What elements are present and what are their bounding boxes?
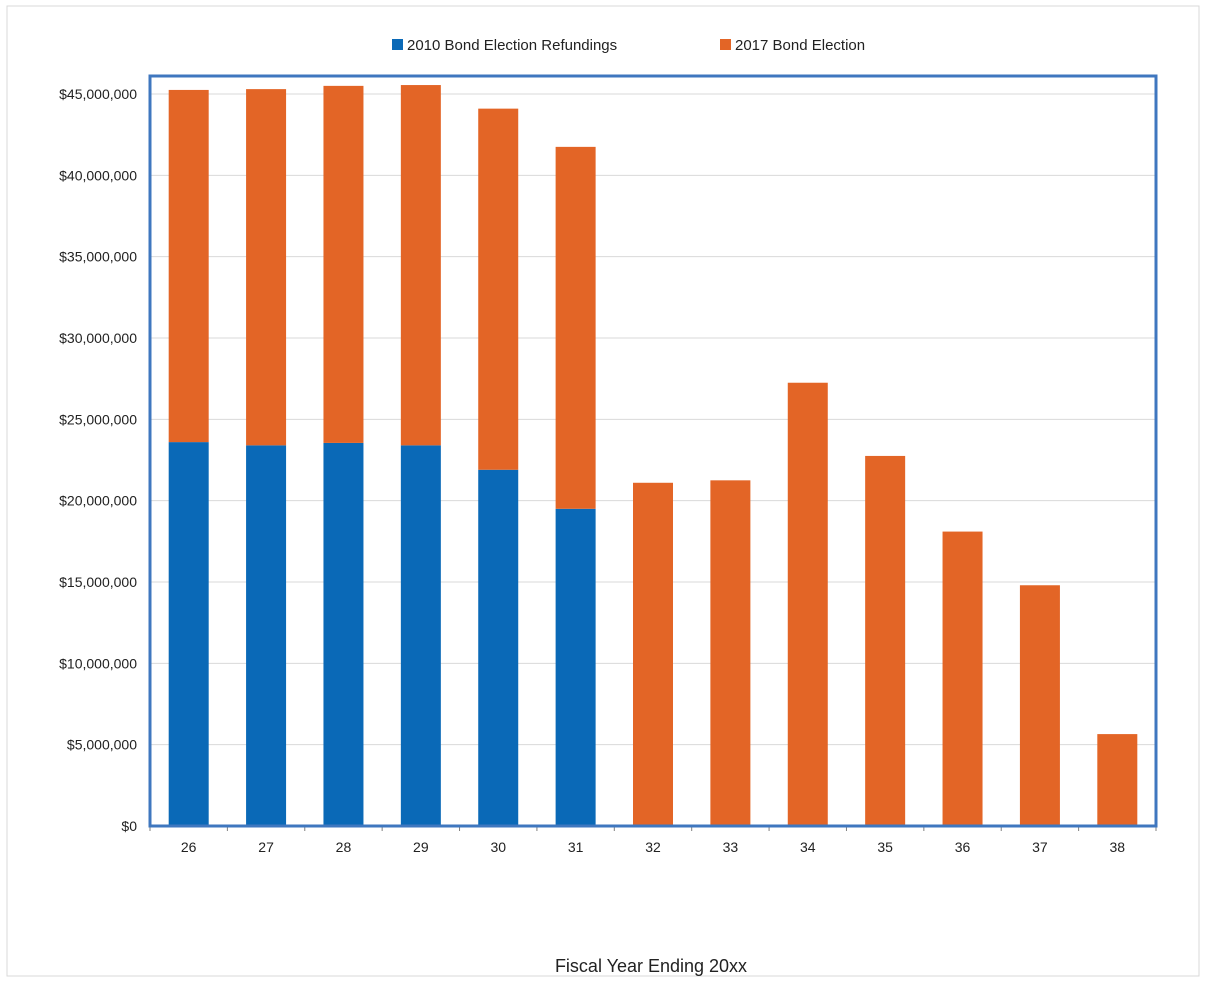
y-tick-label: $35,000,000 [59,249,137,265]
bar-2017-election-31 [555,146,596,509]
y-tick-label: $45,000,000 [59,86,137,102]
x-tick-label: 32 [645,839,661,855]
x-tick-label: 33 [723,839,739,855]
x-tick-label: 36 [955,839,971,855]
y-tick-label: $15,000,000 [59,574,137,590]
x-tick-label: 31 [568,839,584,855]
plot-border-rect [148,74,1158,828]
bar-2010-refundings-27 [246,445,287,826]
x-tick-label: 30 [490,839,506,855]
x-tick-label: 35 [877,839,893,855]
x-tick-label: 37 [1032,839,1048,855]
x-axis-title: Fiscal Year Ending 20xx [555,956,747,976]
bar-2017-election-35 [865,455,906,826]
bar-2017-election-36 [942,531,983,826]
bar-2017-election-30 [478,108,519,470]
bar-2010-refundings-30 [478,469,519,826]
legend-label: 2017 Bond Election [735,37,865,54]
bar-2017-election-29 [400,85,441,446]
y-tick-label: $20,000,000 [59,493,137,509]
y-axis: $0 $5,000,000 $10,000,000 $15,000,000 $20,00… [59,86,137,834]
bar-2017-election-32 [633,482,673,826]
y-tick-label: $40,000,000 [59,167,137,183]
y-tick-label: $30,000,000 [59,330,137,346]
bar-2017-election-34 [787,382,828,826]
bars [168,85,1138,826]
bar-2017-election-27 [246,89,287,446]
y-tick-label: $5,000,000 [67,737,137,753]
bar-2017-election-28 [323,85,364,443]
y-tick-label: $25,000,000 [59,411,137,427]
x-tick-label: 38 [1110,839,1126,855]
legend: 2010 Bond Election Refundings 2017 Bond E… [392,37,865,54]
x-axis: 26 27 28 29 30 31 32 33 34 35 36 37 38 [149,825,1157,855]
legend-swatch [720,39,731,50]
y-tick-label: $10,000,000 [59,655,137,671]
x-tick-label: 28 [336,839,352,855]
bar-2017-election-26 [168,89,209,443]
y-tick-label: $0 [121,818,137,834]
legend-label: 2010 Bond Election Refundings [407,37,617,54]
bar-2010-refundings-29 [400,445,441,826]
x-tick-label: 29 [413,839,429,855]
x-tick-label: 27 [258,839,274,855]
bar-2017-election-33 [710,480,751,826]
x-tick-label: 26 [181,839,197,855]
bar-2010-refundings-28 [323,442,364,826]
bar-2017-election-37 [1019,585,1060,826]
x-tick-label: 34 [800,839,816,855]
bar-2017-election-38 [1097,734,1138,826]
bar-2010-refundings-31 [555,508,596,826]
bar-2010-refundings-26 [168,442,209,826]
legend-swatch [392,39,403,50]
gridlines [150,93,1156,746]
chart-outer-frame [6,5,1200,977]
